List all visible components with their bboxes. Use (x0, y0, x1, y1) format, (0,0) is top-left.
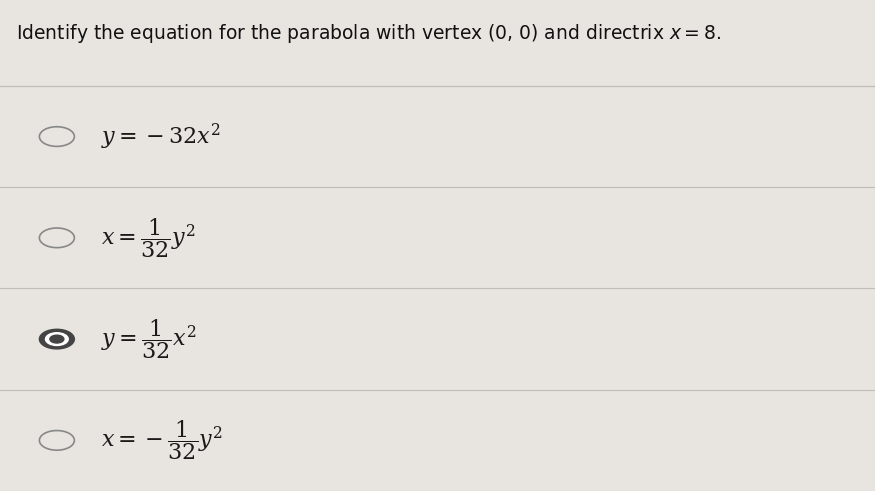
Bar (0, 86, 875, 187)
Circle shape (39, 431, 74, 450)
Circle shape (50, 335, 64, 343)
Text: $y=-32x^2$: $y=-32x^2$ (101, 121, 220, 152)
Text: $x=\dfrac{1}{32}y^2$: $x=\dfrac{1}{32}y^2$ (101, 216, 195, 260)
Bar (0, 390, 875, 491)
Text: $x=-\dfrac{1}{32}y^2$: $x=-\dfrac{1}{32}y^2$ (101, 418, 222, 463)
Text: Identify the equation for the parabola with vertex (0, 0) and directrix $x = 8$.: Identify the equation for the parabola w… (16, 22, 721, 45)
Text: $y=\dfrac{1}{32}x^2$: $y=\dfrac{1}{32}x^2$ (101, 317, 196, 361)
Circle shape (39, 329, 74, 349)
Circle shape (39, 127, 74, 146)
Circle shape (39, 228, 74, 247)
Bar (0, 288, 875, 390)
Bar (0, 0, 875, 86)
Circle shape (46, 333, 68, 346)
Bar (0, 187, 875, 289)
